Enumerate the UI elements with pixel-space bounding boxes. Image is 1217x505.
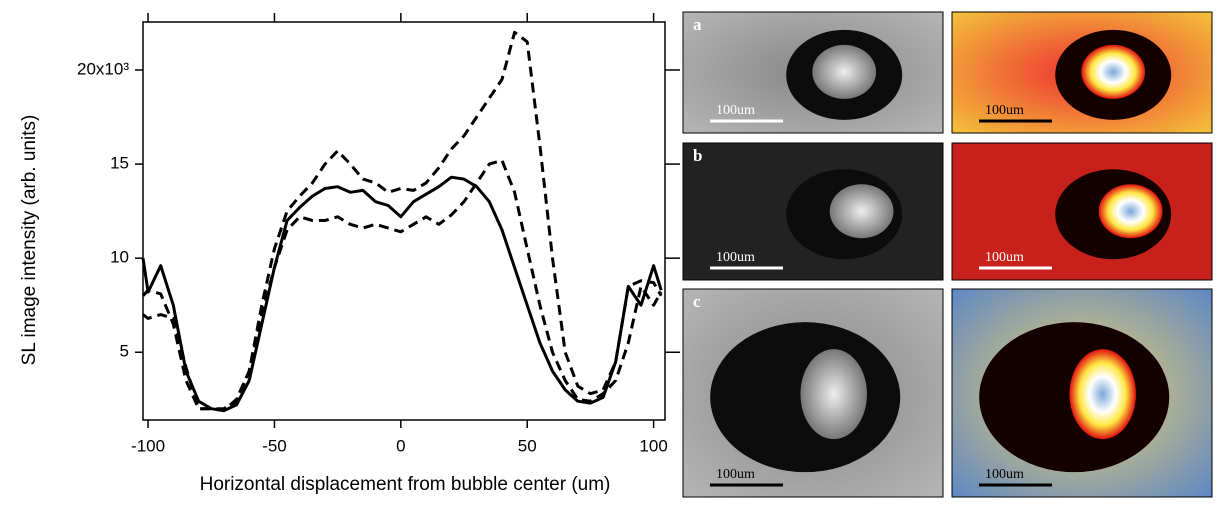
y-tick-label: 5 (120, 342, 129, 361)
x-axis-label: Horizontal displacement from bubble cent… (200, 474, 611, 495)
series-line (143, 160, 661, 410)
scale-bar-label: 100um (985, 467, 1024, 482)
scale-bar-label: 100um (985, 103, 1024, 118)
image-panel: a 100um (683, 12, 943, 133)
y-axis-label: SL image intensity (arb. units) (19, 115, 40, 366)
image-panel: c 100um (683, 289, 943, 497)
x-tick-label: 0 (396, 436, 405, 455)
bubble-core (800, 349, 867, 439)
figure: Horizontal displacement from bubble cent… (0, 0, 1217, 500)
bubble-core (812, 45, 876, 99)
image-panel: 100um (952, 12, 1212, 133)
bubble-core (1099, 184, 1163, 238)
series-line (143, 177, 661, 410)
bubble-core (1069, 349, 1136, 439)
series-line (143, 32, 661, 408)
panel-letter: c (693, 292, 701, 311)
bubble-core (830, 184, 894, 238)
scale-bar-label: 100um (716, 467, 755, 482)
image-panels: a 100um 100um b 100um 100um c 100um 100um (683, 12, 1212, 497)
image-panel: 100um (952, 143, 1212, 280)
scale-bar-label: 100um (716, 103, 755, 118)
x-tick-label: -100 (131, 436, 165, 455)
image-panel: 100um (952, 289, 1212, 497)
y-tick-label: 15 (110, 154, 129, 173)
y-tick-label: 10 (110, 248, 129, 267)
panel-letter: a (693, 15, 702, 34)
panel-letter: b (693, 146, 702, 165)
bubble-core (1081, 45, 1145, 99)
image-panel: b 100um (683, 143, 943, 280)
y-tick-label: 20x10³ (77, 59, 129, 78)
plot-frame (143, 22, 665, 420)
scale-bar-label: 100um (716, 250, 755, 265)
x-tick-label: 50 (518, 436, 537, 455)
scale-bar-label: 100um (985, 250, 1024, 265)
x-tick-label: -50 (262, 436, 287, 455)
x-tick-label: 100 (639, 436, 667, 455)
